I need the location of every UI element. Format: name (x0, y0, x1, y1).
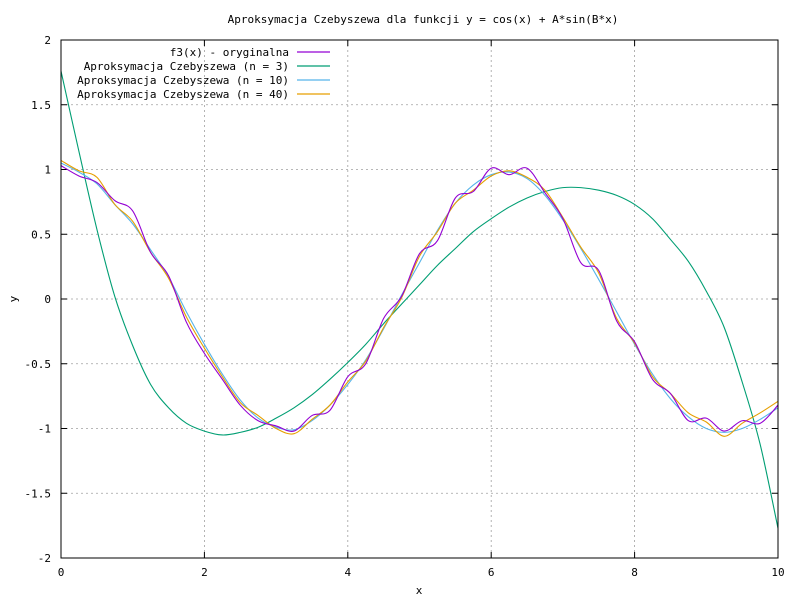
x-tick-label: 10 (771, 566, 784, 579)
x-tick-label: 2 (201, 566, 208, 579)
chart-title: Aproksymacja Czebyszewa dla funkcji y = … (228, 13, 619, 26)
plot-series (60, 70, 779, 529)
y-tick-label: 0.5 (31, 228, 51, 241)
series-line-0 (60, 165, 779, 432)
x-axis-label: x (416, 584, 423, 597)
legend-label: f3(x) - oryginalna (170, 46, 289, 59)
legend-label: Aproksymacja Czebyszewa (n = 3) (84, 60, 289, 73)
series-line-1 (60, 70, 779, 529)
y-tick-label: -2 (38, 552, 51, 565)
axis-ticks (60, 39, 779, 559)
series-line-3 (60, 159, 779, 437)
series-line-2 (60, 162, 779, 433)
y-tick-label: 1.5 (31, 99, 51, 112)
x-tick-label: 0 (58, 566, 65, 579)
x-tick-label: 4 (344, 566, 351, 579)
y-tick-label: -1 (38, 423, 51, 436)
y-tick-label: -0.5 (25, 358, 52, 371)
plot-frame (60, 39, 779, 559)
x-tick-label: 8 (631, 566, 638, 579)
y-tick-label: 2 (44, 34, 51, 47)
grid (61, 40, 778, 558)
y-tick-label: -1.5 (25, 487, 52, 500)
y-tick-label: 0 (44, 293, 51, 306)
y-tick-labels: -2 -1.5 -1 -0.5 0 0.5 1 1.5 2 (25, 34, 52, 565)
y-tick-label: 1 (44, 164, 51, 177)
x-tick-label: 6 (488, 566, 495, 579)
x-tick-labels: 0 2 4 6 8 10 (58, 566, 785, 579)
legend-label: Aproksymacja Czebyszewa (n = 10) (77, 74, 289, 87)
y-axis-label: y (7, 295, 20, 302)
legend-label: Aproksymacja Czebyszewa (n = 40) (77, 88, 289, 101)
